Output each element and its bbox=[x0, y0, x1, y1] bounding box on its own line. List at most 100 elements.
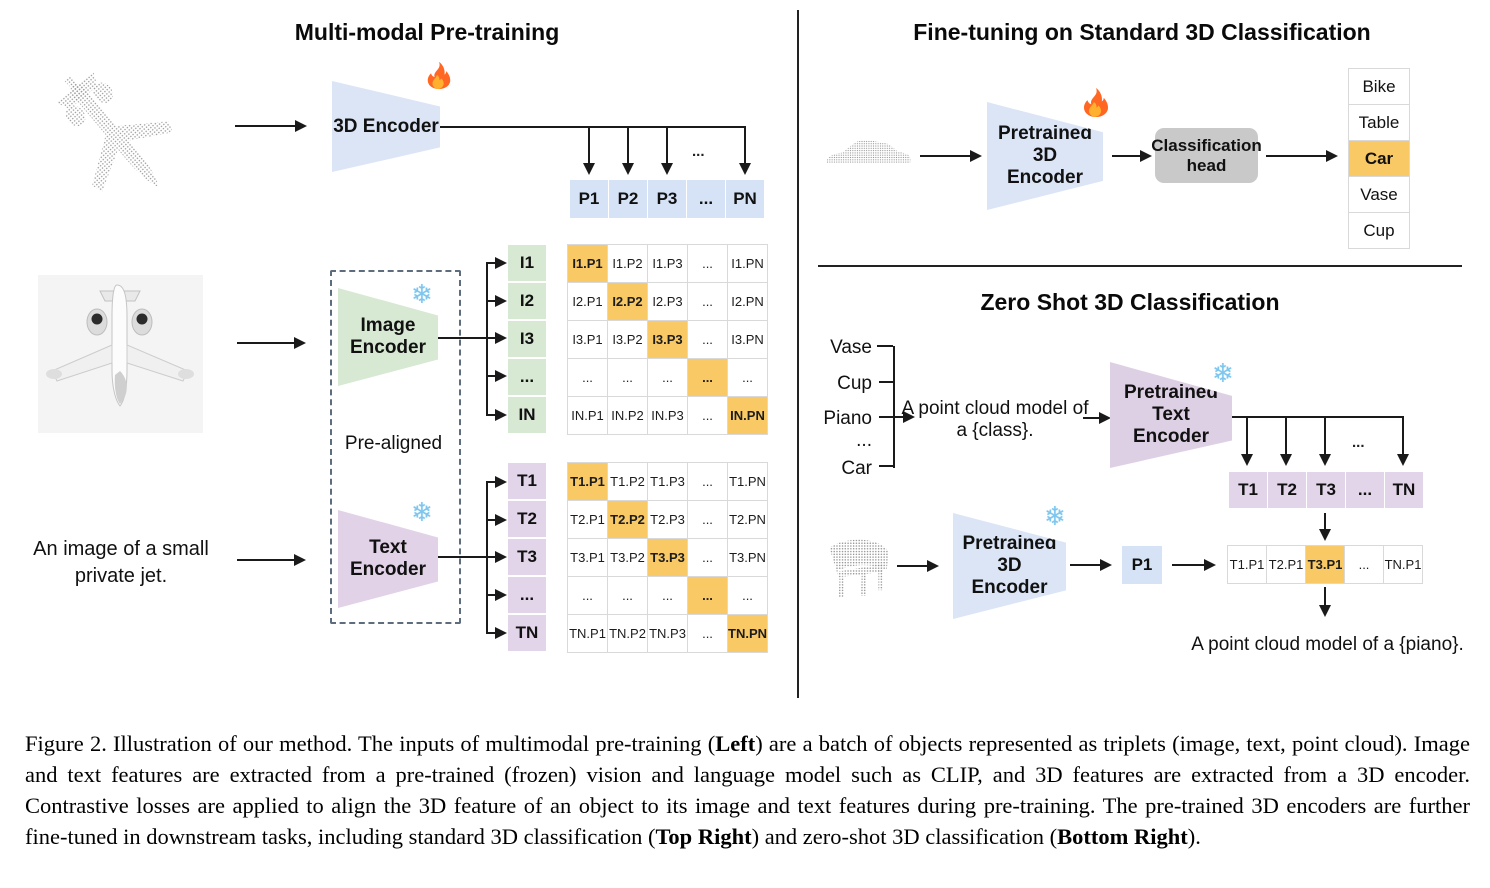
t-cell: TN bbox=[1385, 472, 1423, 508]
3d-encoder-label: 3D Encoder bbox=[333, 115, 439, 137]
matrix-cell: IN.P2 bbox=[608, 397, 647, 434]
i-cell: IN bbox=[508, 397, 546, 433]
text-encoder-label-line2: Encoder bbox=[349, 559, 427, 580]
connector-line bbox=[1246, 418, 1248, 456]
arrowhead bbox=[1397, 454, 1409, 466]
arrowhead bbox=[970, 150, 982, 162]
arrowhead bbox=[1319, 605, 1331, 617]
matrix-cell: TN.P2 bbox=[608, 615, 647, 652]
similarity-cell: T3.P1 bbox=[1306, 546, 1344, 583]
connector-line bbox=[487, 337, 497, 339]
connector-line bbox=[1232, 416, 1404, 418]
piano-point-cloud bbox=[829, 539, 889, 598]
arrowhead bbox=[739, 163, 751, 175]
connector-line bbox=[893, 416, 905, 418]
matrix-cell: T3.P2 bbox=[608, 539, 647, 576]
arrowhead bbox=[927, 560, 939, 572]
matrix-cell: IN.PN bbox=[728, 397, 767, 434]
image-encoder-label-line2: Encoder bbox=[349, 337, 427, 358]
connector-line bbox=[1324, 513, 1326, 531]
t-cell: T2 bbox=[508, 501, 546, 537]
arrowhead bbox=[495, 514, 507, 526]
matrix-cell: I3.P2 bbox=[608, 321, 647, 358]
classification-head-label-line1: Classification bbox=[1151, 135, 1262, 155]
text-encoder-label-line1: Text bbox=[369, 537, 407, 558]
matrix-cell: ... bbox=[688, 463, 727, 500]
matrix-cell: IN.P1 bbox=[568, 397, 607, 434]
matrix-cell: I1.P1 bbox=[568, 245, 607, 282]
matrix-cell: I3.PN bbox=[728, 321, 767, 358]
text-feature-column: T1 T2 T3... TN bbox=[508, 463, 546, 651]
bracket-line bbox=[893, 346, 895, 468]
connector-line bbox=[487, 375, 497, 377]
t-cell: T3 bbox=[508, 539, 546, 575]
matrix-cell: TN.PN bbox=[728, 615, 767, 652]
connector-line bbox=[897, 565, 929, 567]
connector-line bbox=[235, 125, 296, 127]
connector-line bbox=[438, 556, 487, 558]
matrix-cell: T2.P2 bbox=[608, 501, 647, 538]
bracket-tick bbox=[877, 345, 893, 347]
pre-aligned-box bbox=[330, 270, 461, 624]
connector-line bbox=[487, 519, 497, 521]
text-input-line2: private jet. bbox=[74, 565, 168, 587]
classification-head-block: Classification head bbox=[1151, 128, 1262, 183]
car-point-cloud bbox=[826, 140, 911, 163]
pretrained-3d-encoder-label-line1: Pretrained 3D bbox=[998, 123, 1092, 166]
arrowhead bbox=[1326, 150, 1338, 162]
matrix-cell: IN.P3 bbox=[648, 397, 687, 434]
arrowhead bbox=[1204, 559, 1216, 571]
t-cell: ... bbox=[508, 577, 546, 613]
matrix-cell: ... bbox=[688, 539, 727, 576]
matrix-cell: T1.P3 bbox=[648, 463, 687, 500]
connector-line bbox=[588, 128, 590, 164]
i-cell: I2 bbox=[508, 283, 546, 319]
pretrained-3d-encoder-block: Pretrained 3D Encoder bbox=[987, 102, 1103, 210]
i-cell: I1 bbox=[508, 245, 546, 281]
matrix-cell: ... bbox=[608, 577, 647, 614]
t-cell: T1 bbox=[1229, 472, 1267, 508]
matrix-cell: ... bbox=[688, 615, 727, 652]
similarity-cell: ... bbox=[1345, 546, 1383, 583]
matrix-cell: I3.P3 bbox=[648, 321, 687, 358]
matrix-cell: ... bbox=[728, 577, 767, 614]
matrix-cell: I2.PN bbox=[728, 283, 767, 320]
connector-line bbox=[1402, 416, 1404, 456]
connector-line bbox=[438, 337, 487, 339]
matrix-cell: I2.P1 bbox=[568, 283, 607, 320]
matrix-cell: ... bbox=[688, 577, 727, 614]
connector-line bbox=[1083, 417, 1101, 419]
p-cell: P1 bbox=[570, 180, 608, 218]
class-prediction-table: Bike Table Car Vase Cup bbox=[1348, 68, 1410, 249]
i-cell: I3 bbox=[508, 321, 546, 357]
class-row: Bike bbox=[1349, 69, 1409, 105]
caption-segment: Bottom Right bbox=[1057, 824, 1188, 849]
p-feature-row: P1 P2 P3... PN bbox=[570, 180, 764, 218]
p1-cell: P1 bbox=[1122, 546, 1162, 584]
i-cell: ... bbox=[508, 359, 546, 395]
snowflake-icon: ❄ bbox=[1212, 358, 1234, 388]
connector-line bbox=[1070, 564, 1102, 566]
vertical-divider bbox=[797, 10, 799, 698]
matrix-cell: ... bbox=[728, 359, 767, 396]
class-row: Vase bbox=[1349, 177, 1409, 213]
fire-icon bbox=[427, 61, 451, 90]
fire-icon bbox=[1084, 88, 1108, 117]
zeroshot-class-vase: Vase bbox=[830, 337, 872, 358]
p-cell: ... bbox=[687, 180, 725, 218]
matrix-cell: I2.P2 bbox=[608, 283, 647, 320]
connector-line bbox=[1324, 587, 1326, 607]
connector-line bbox=[1266, 155, 1328, 157]
arrowhead bbox=[495, 257, 507, 269]
similarity-cell: T1.P1 bbox=[1228, 546, 1266, 583]
connector-line bbox=[666, 128, 668, 164]
zeroshot-class-piano: Piano bbox=[823, 408, 872, 429]
arrowhead bbox=[622, 163, 634, 175]
connector-line bbox=[487, 414, 497, 416]
text-point-similarity-matrix: T1.P1 T1.P2 T1.P3... T1.PN T2.P1 T2.P2 T2.P3..… bbox=[567, 462, 768, 653]
classification-head-label-line2: head bbox=[1186, 155, 1227, 175]
arrowhead bbox=[294, 337, 306, 349]
zeroshot-3d-encoder-label-line1: Pretrained 3D bbox=[962, 533, 1057, 576]
zeroshot-similarity-row: T1.P1 T2.P1 T3.P1... TN.P1 bbox=[1227, 545, 1423, 584]
